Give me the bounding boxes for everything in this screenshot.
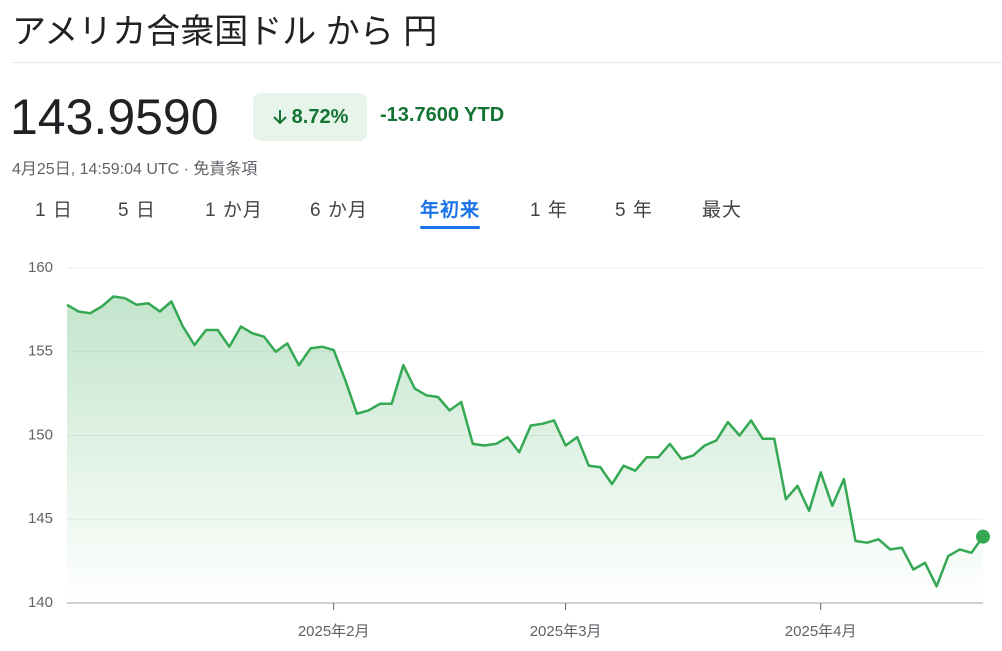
range-tab[interactable]: 6 か月 <box>310 200 368 221</box>
y-tick-label: 140 <box>28 594 53 611</box>
area <box>67 296 983 603</box>
range-tab[interactable]: 年初来 <box>420 195 480 229</box>
x-tick-label: 2025年3月 <box>530 623 602 640</box>
y-tick-label: 155 <box>28 343 53 360</box>
change-badge: 8.72% <box>253 93 367 141</box>
down-arrow <box>272 110 287 125</box>
separator <box>12 62 1002 63</box>
last-point <box>976 529 990 544</box>
y-tick-label: 150 <box>28 426 53 443</box>
title: アメリカ合衆国ドル から 円 <box>12 13 438 51</box>
x-tick-label: 2025年2月 <box>298 623 370 640</box>
range-tab[interactable]: 1 日 <box>35 200 73 221</box>
range-tab[interactable]: 最大 <box>702 200 743 221</box>
range-tab[interactable]: 1 年 <box>530 200 568 221</box>
range-tab[interactable]: 5 年 <box>615 200 653 221</box>
change-percent: 8.72% <box>291 105 349 128</box>
change-ytd: -13.7600 YTD <box>380 104 505 126</box>
price-line <box>66 295 985 588</box>
y-tick-label: 145 <box>28 510 53 527</box>
range-tab[interactable]: 5 日 <box>118 200 156 221</box>
y-tick-label: 160 <box>28 259 53 276</box>
price: 143.9590 <box>10 89 219 145</box>
x-tick-label: 2025年4月 <box>785 623 857 640</box>
range-tab[interactable]: 1 か月 <box>205 200 263 221</box>
timestamp[interactable]: 4月25日, 14:59:04 UTC · 免責条項 <box>12 161 258 178</box>
